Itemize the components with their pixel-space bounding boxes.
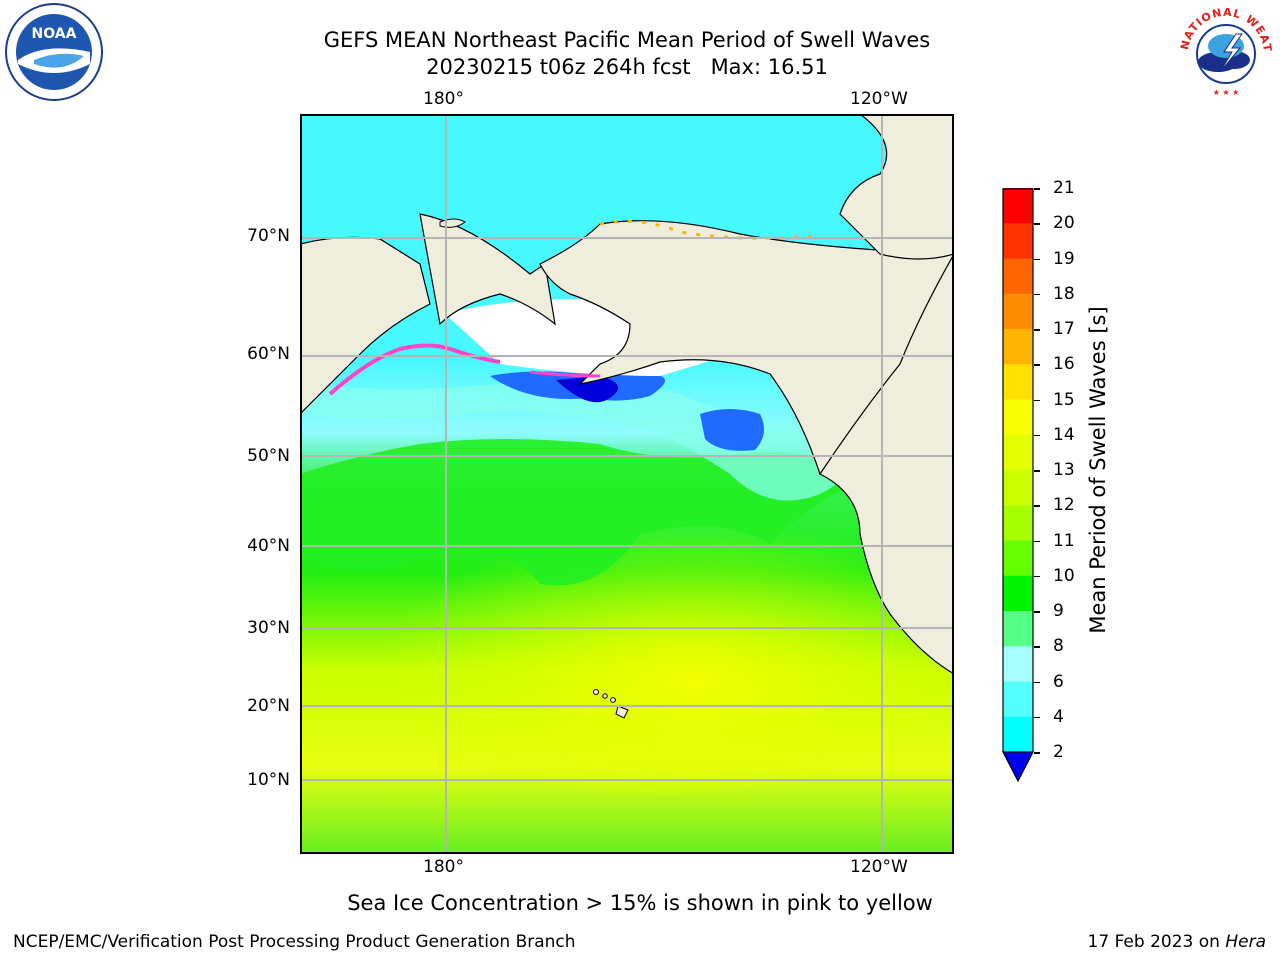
colorbar-tick-mark xyxy=(1034,540,1040,542)
colorbar-band xyxy=(1003,646,1033,682)
colorbar-tick-label: 2 xyxy=(1053,742,1064,762)
colorbar-tick-mark xyxy=(1034,752,1040,754)
colorbar-band xyxy=(1003,258,1033,295)
colorbar-tick-mark xyxy=(1034,434,1040,437)
colorbar-tick-mark xyxy=(1034,716,1040,719)
colorbar-tick-mark xyxy=(1034,223,1040,225)
canadian-arctic-islands xyxy=(839,114,954,260)
lat-label-40n: 40°N xyxy=(247,536,290,556)
hawaiian-islands xyxy=(593,689,629,719)
colorbar-tick-mark xyxy=(1034,364,1040,366)
footer-credit: NCEP/EMC/Verification Post Processing Pr… xyxy=(13,932,576,952)
colorbar-band xyxy=(1003,470,1033,506)
chukotka-land xyxy=(419,213,556,326)
colorbar-tick-mark xyxy=(1034,646,1040,648)
colorbar-tick-label: 10 xyxy=(1053,565,1075,586)
map-title: GEFS MEAN Northeast Pacific Mean Period … xyxy=(323,28,931,52)
colorbar-band xyxy=(1003,293,1033,330)
footer-date-text: 17 Feb 2023 on xyxy=(1087,932,1226,952)
colorbar-tick-label: 12 xyxy=(1053,495,1075,516)
colorbar-tick-mark xyxy=(1034,258,1040,260)
colorbar-band xyxy=(1003,611,1033,647)
swell-period-green-band xyxy=(300,439,860,586)
colorbar-band xyxy=(1003,681,1033,718)
lon-label-bottom-120w: 120°W xyxy=(850,857,908,877)
nws-logo: NATIONAL WEATHER SERVICE ★ ★ ★ xyxy=(1171,0,1276,102)
colorbar-tick-label: 13 xyxy=(1053,460,1075,480)
svg-text:★ ★ ★: ★ ★ ★ xyxy=(1213,88,1240,97)
lat-label-60n: 60°N xyxy=(247,344,290,364)
colorbar-band xyxy=(1003,329,1033,365)
footer-date: 17 Feb 2023 on Hera xyxy=(1088,932,1266,952)
lat-label-20n: 20°N xyxy=(247,696,290,716)
lon-label-top-180: 180° xyxy=(423,89,464,109)
map-panel xyxy=(300,114,954,854)
north-america-west-coast-land xyxy=(819,114,954,675)
noaa-logo: NOAA xyxy=(4,2,104,102)
colorbar-tick-mark xyxy=(1034,611,1040,613)
colorbar-band xyxy=(1003,575,1033,612)
colorbar xyxy=(1002,188,1034,783)
colorbar-tick-label: 14 xyxy=(1053,424,1075,445)
colorbar-tick-label: 9 xyxy=(1053,601,1064,621)
colorbar-tick-label: 21 xyxy=(1053,178,1075,198)
colorbar-tick-mark xyxy=(1034,470,1040,472)
alaska-canada-land xyxy=(539,220,954,475)
colorbar-band xyxy=(1003,364,1033,400)
map-subtitle: 20230215 t06z 264h fcst Max: 16.51 xyxy=(426,55,828,79)
colorbar-tick-label: 20 xyxy=(1053,213,1075,234)
colorbar-tick-label: 11 xyxy=(1053,530,1075,551)
colorbar-tick-mark xyxy=(1034,399,1040,401)
swell-period-yellow-region xyxy=(340,474,954,794)
colorbar-band xyxy=(1003,505,1033,541)
colorbar-tick-label: 15 xyxy=(1053,389,1075,410)
sea-ice-note: Sea Ice Concentration > 15% is shown in … xyxy=(347,891,933,915)
colorbar-frame xyxy=(1002,188,1034,752)
colorbar-band xyxy=(1003,188,1033,224)
lon-label-top-120w: 120°W xyxy=(850,89,908,109)
swell-period-blue-patch-2 xyxy=(700,409,764,451)
colorbar-tick-label: 8 xyxy=(1053,636,1064,657)
colorbar-tick-mark xyxy=(1034,505,1040,507)
colorbar-tick-mark xyxy=(1034,329,1040,331)
colorbar-tick-mark xyxy=(1034,575,1040,578)
colorbar-tick-label: 18 xyxy=(1053,283,1075,304)
colorbar-tick-mark xyxy=(1034,681,1040,683)
sea-ice-edge-bristol xyxy=(529,370,601,378)
colorbar-tick-label: 19 xyxy=(1053,248,1075,269)
colorbar-tick-label: 4 xyxy=(1053,706,1064,727)
lat-label-50n: 50°N xyxy=(247,446,290,466)
colorbar-band xyxy=(1003,540,1033,577)
colorbar-band xyxy=(1003,399,1033,436)
colorbar-band xyxy=(1003,223,1033,259)
noaa-logo-text: NOAA xyxy=(32,26,77,42)
colorbar-band xyxy=(1003,716,1033,753)
colorbar-tick-label: 16 xyxy=(1053,354,1075,375)
colorbar-tick-mark xyxy=(1034,188,1040,190)
map-gridlines xyxy=(300,114,954,854)
lat-label-10n: 10°N xyxy=(247,770,290,790)
lon-label-bottom-180: 180° xyxy=(423,857,464,877)
colorbar-label: Mean Period of Swell Waves [s] xyxy=(1086,306,1110,634)
colorbar-tick-mark xyxy=(1034,293,1040,296)
colorbar-extend-triangle xyxy=(1002,751,1034,783)
map-frame xyxy=(300,114,954,854)
colorbar-tick-label: 6 xyxy=(1053,671,1064,692)
colorbar-tick-label: 17 xyxy=(1053,319,1075,339)
colorbar-band xyxy=(1003,434,1033,471)
lat-label-70n: 70°N xyxy=(247,226,290,246)
lat-label-30n: 30°N xyxy=(247,618,290,638)
footer-host: Hera xyxy=(1225,932,1266,952)
swell-period-dark-blue-patch xyxy=(556,376,618,403)
